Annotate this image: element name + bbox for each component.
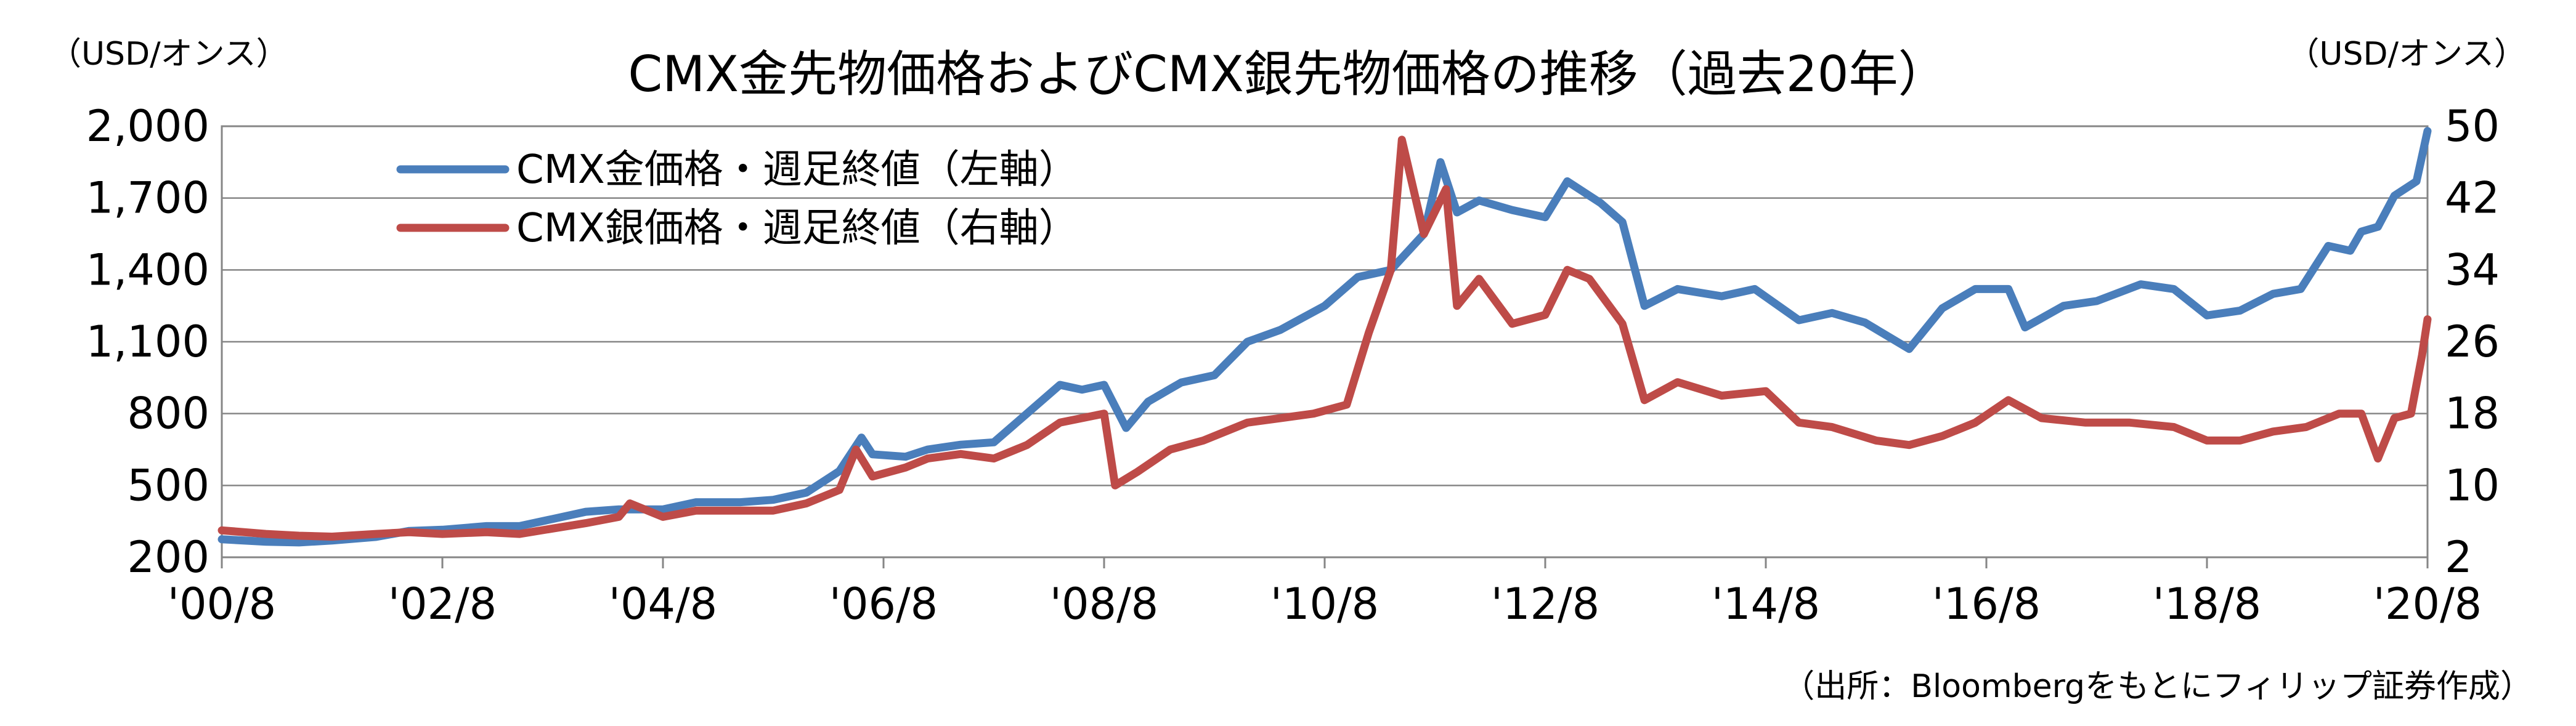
y-left-tick-label: 500 [127,460,209,510]
y-right-tick-label: 26 [2445,317,2500,367]
y-right-tick-label: 34 [2445,244,2500,295]
y-right-tick-label: 50 [2445,101,2500,151]
x-tick-label: '00/8 [168,579,276,629]
x-tick-label: '10/8 [1270,579,1379,629]
x-tick-label: '04/8 [609,579,717,629]
x-tick-label: '12/8 [1491,579,1599,629]
left-axis-unit: （USD/オンス） [49,36,288,73]
legend: CMX金価格・週足終値（左軸） CMX銀価格・週足終値（右軸） [396,147,1078,251]
y-right-tick-label: 18 [2445,389,2500,439]
y-left-tick-label: 2,000 [86,101,209,151]
y-left-tick-label: 1,400 [86,244,209,295]
y-left-tick-label: 800 [127,389,209,439]
series-lines [217,127,2432,547]
chart-title: CMX金先物価格およびCMX銀先物価格の推移（過去20年） [628,46,1947,103]
series-line-silver [217,135,2432,541]
legend-label-silver: CMX銀価格・週足終値（右軸） [516,206,1078,251]
y-right-tick-label: 42 [2445,173,2500,224]
y-left-tick-label: 1,100 [86,317,209,367]
y-left-tick-label: 200 [127,532,209,583]
axes: 200 500 800 1,100 1,400 1,700 2,000 2 10 18 26 34 42… [86,101,2500,629]
x-tick-label: '20/8 [2373,579,2482,629]
source-note: （出所：Bloombergをもとにフィリップ証券作成） [1782,668,2532,705]
x-tick-label: '08/8 [1050,579,1158,629]
series-line-gold [217,127,2432,547]
x-tick-label: '14/8 [1712,579,1820,629]
x-tick-label: '02/8 [388,579,497,629]
x-tick-label: '16/8 [1932,579,2041,629]
legend-label-gold: CMX金価格・週足終値（左軸） [516,147,1078,193]
y-right-tick-label: 2 [2445,532,2472,583]
x-tick-label: '06/8 [829,579,938,629]
x-tick-label: '18/8 [2153,579,2261,629]
y-right-tick-label: 10 [2445,460,2500,510]
y-left-tick-label: 1,700 [86,173,209,224]
right-axis-unit: （USD/オンス） [2287,36,2526,73]
